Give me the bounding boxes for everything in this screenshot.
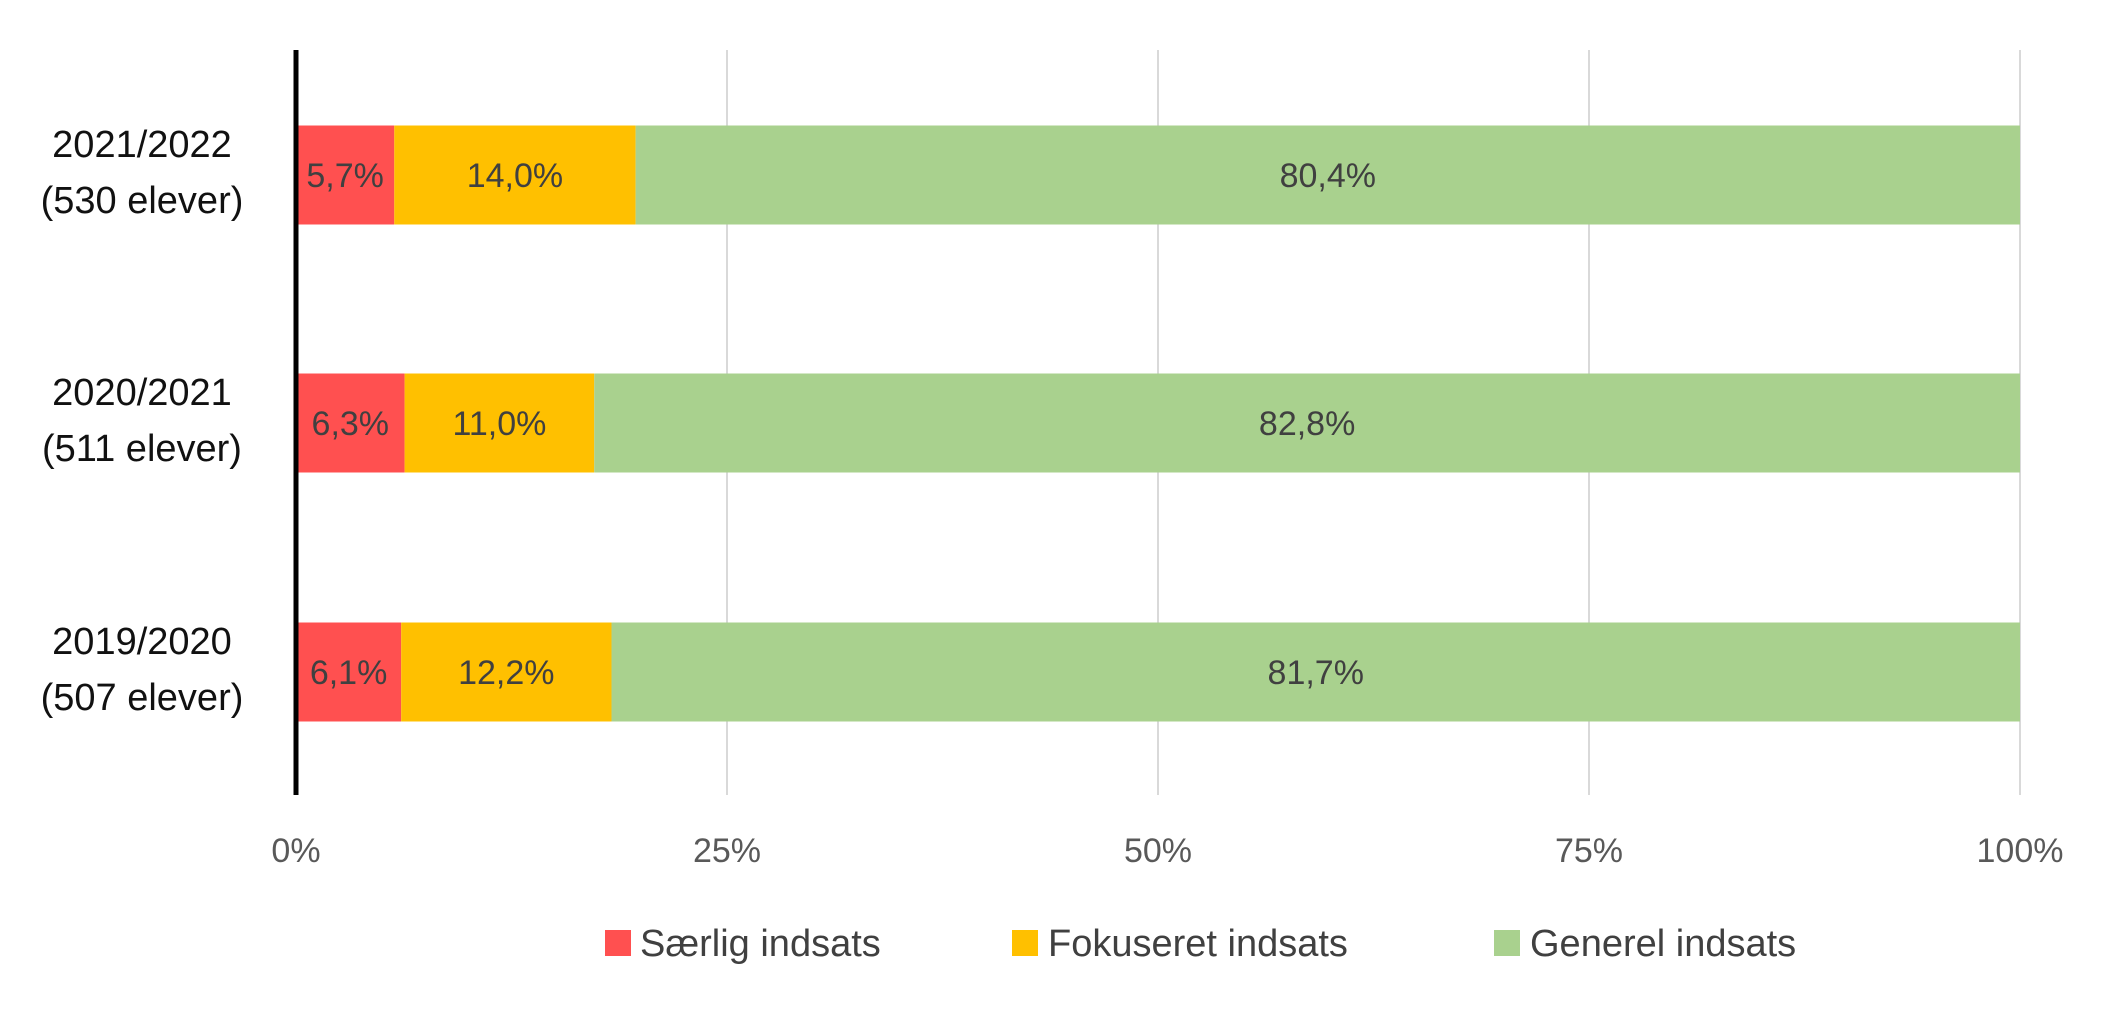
label-layer: 5,7% 14,0% 80,4% 6,3% 11,0% 82,8% 6,1% 12,2% 81,… — [306, 157, 1376, 692]
data-label: 14,0% — [467, 157, 563, 195]
bar-segment-fokuseret-indsats — [401, 622, 612, 722]
bar-segment-særlig-indsats — [296, 622, 402, 722]
bar-segment-generel-indsats — [594, 373, 2021, 473]
category-label-line: 2020/2021 — [52, 372, 232, 414]
category-label: 2021/2022 (530 elever) — [41, 124, 244, 222]
category-label-line: (507 elever) — [41, 677, 244, 719]
axis-layer: 0% 25% 50% 75% 100% 2021/2022 (530 elever) 2020… — [41, 50, 2064, 870]
legend-label: Fokuseret indsats — [1048, 923, 1348, 965]
x-tick-label: 50% — [1124, 832, 1192, 870]
bar-segment-særlig-indsats — [296, 125, 395, 225]
legend-label: Generel indsats — [1530, 923, 1796, 965]
legend-label: Særlig indsats — [640, 923, 881, 965]
data-label: 81,7% — [1268, 654, 1364, 692]
data-label: 12,2% — [458, 654, 554, 692]
legend-layer: Særlig indsats Fokuseret indsats Generel i… — [605, 923, 1796, 965]
data-label: 82,8% — [1259, 405, 1355, 443]
category-label: 2019/2020 (507 elever) — [41, 621, 244, 719]
category-label-line: (511 elever) — [42, 428, 242, 470]
data-label: 80,4% — [1280, 157, 1376, 195]
data-label: 6,3% — [312, 405, 390, 443]
data-label: 6,1% — [310, 654, 388, 692]
bar-segment-generel-indsats — [635, 125, 2021, 225]
bar-layer — [296, 125, 2021, 722]
bar-segment-fokuseret-indsats — [394, 125, 636, 225]
x-tick-label: 25% — [693, 832, 761, 870]
legend-swatch — [1494, 930, 1520, 956]
x-tick-label: 0% — [271, 832, 320, 870]
legend-swatch — [605, 930, 631, 956]
legend-swatch — [1012, 930, 1038, 956]
data-label: 11,0% — [452, 405, 546, 443]
bar-segment-særlig-indsats — [296, 373, 405, 473]
category-label-line: 2021/2022 — [52, 124, 232, 166]
category-label-line: (530 elever) — [41, 180, 244, 222]
x-tick-label: 100% — [1977, 832, 2064, 870]
category-label: 2020/2021 (511 elever) — [42, 372, 242, 470]
category-label-line: 2019/2020 — [52, 621, 232, 663]
bar-segment-generel-indsats — [611, 622, 2021, 722]
bar-segment-fokuseret-indsats — [404, 373, 595, 473]
x-tick-label: 75% — [1555, 832, 1623, 870]
data-label: 5,7% — [306, 157, 384, 195]
